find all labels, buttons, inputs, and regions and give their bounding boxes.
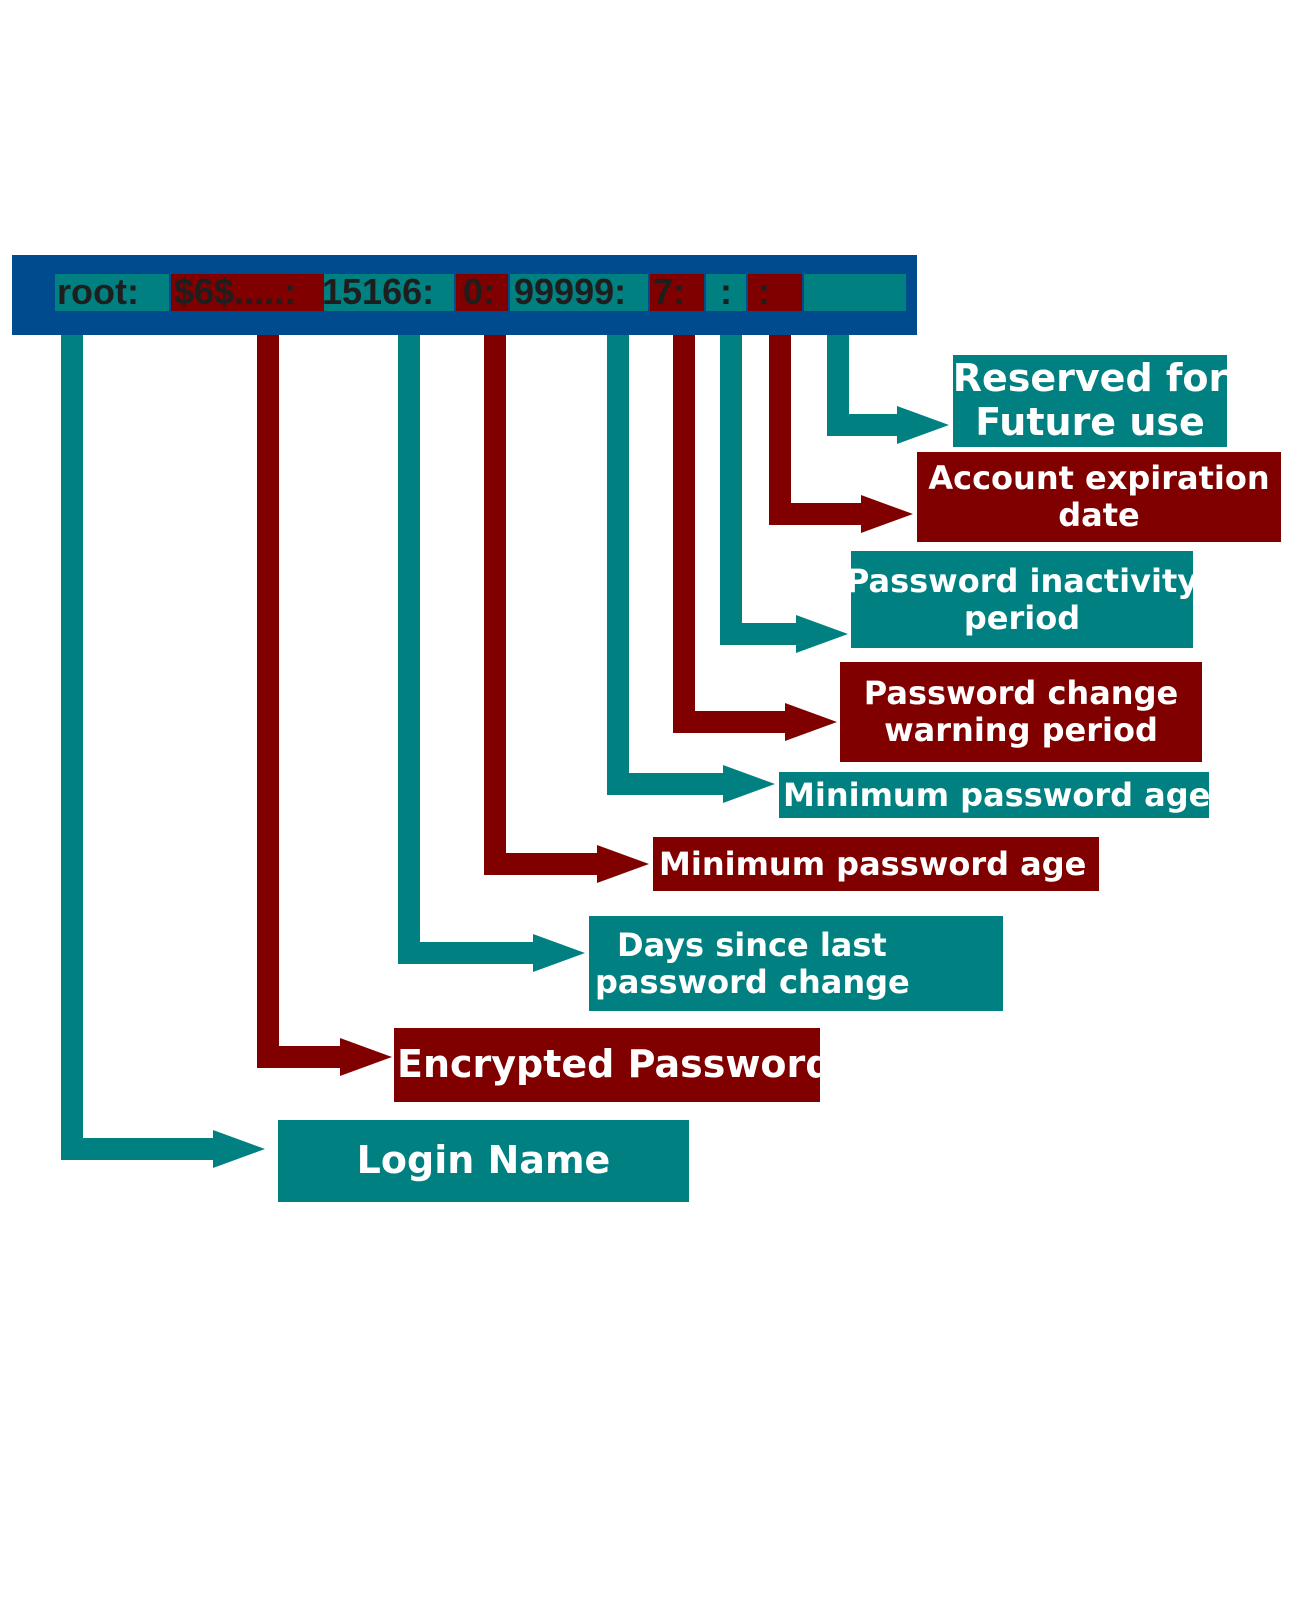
- connector-vertical-max_age: [607, 312, 629, 795]
- connector-horizontal-inactivity: [720, 623, 798, 645]
- connector-horizontal-warning: [673, 711, 787, 733]
- label-line: date: [1058, 496, 1140, 534]
- field-box-0: [55, 274, 169, 311]
- field-box-1: [171, 274, 324, 311]
- connector-horizontal-reserved: [827, 414, 899, 436]
- field-text-1: $6$.....:: [174, 271, 296, 312]
- label-line: Password change: [863, 674, 1179, 713]
- connector-vertical-warning: [673, 312, 695, 733]
- field-box-7: [748, 274, 802, 311]
- label-line: Future use: [975, 400, 1205, 444]
- connector-vertical-reserved: [827, 312, 849, 436]
- label-line: Reserved for: [953, 356, 1227, 401]
- label-line: Encrypted Password: [397, 1042, 820, 1087]
- arrowhead-max_age: [723, 765, 775, 803]
- field-text-5: 7:: [653, 271, 685, 312]
- label-reserved: Reserved for Future use: [953, 355, 1227, 447]
- field-box-4: [510, 274, 648, 311]
- arrowhead-inactivity: [796, 615, 848, 653]
- arrowhead-reserved: [897, 406, 949, 444]
- connector-vertical-min_age: [484, 312, 506, 875]
- label-account-expiration: Account expiration date: [917, 452, 1281, 542]
- field-text-3: 0:: [463, 271, 495, 312]
- connector-arrows: [61, 312, 949, 1168]
- field-box-3: [456, 274, 508, 311]
- connector-horizontal-min_age: [484, 853, 599, 875]
- field-text-4: 99999:: [514, 271, 626, 312]
- connector-horizontal-account_expiration: [769, 503, 863, 525]
- label-min-age: Minimum password age: [653, 837, 1099, 891]
- arrowhead-warning: [785, 703, 837, 741]
- field-box-5: [650, 274, 704, 311]
- label-line: period: [963, 598, 1081, 637]
- field-box-2: [324, 274, 454, 311]
- label-inactivity: Password inactivity period: [851, 551, 1193, 648]
- label-last-change: Days since last password change: [589, 916, 1003, 1011]
- field-text-0: root:: [57, 271, 139, 312]
- label-login: Login Name: [278, 1120, 689, 1202]
- field-box-8: [804, 274, 906, 311]
- field-text-7: :: [758, 271, 770, 312]
- label-line: Minimum password age: [783, 775, 1209, 814]
- connector-vertical-account_expiration: [769, 312, 791, 525]
- label-line: password change: [595, 962, 910, 1001]
- connector-vertical-last_change: [398, 312, 420, 964]
- arrowhead-min_age: [597, 845, 649, 883]
- field-box-6: [706, 274, 746, 311]
- label-encrypted: Encrypted Password: [394, 1028, 820, 1102]
- shadow-entry-fields: root: $6$.....: 15166: 0: 99999: 7:::: [55, 271, 906, 312]
- label-line: Account expiration: [928, 459, 1270, 498]
- arrowhead-login: [213, 1130, 265, 1168]
- arrowhead-account_expiration: [861, 495, 913, 533]
- connector-horizontal-max_age: [607, 773, 725, 795]
- arrowhead-encrypted: [340, 1038, 392, 1076]
- label-line: Minimum password age: [659, 844, 1087, 883]
- label-warning: Password change warning period: [840, 662, 1202, 762]
- connector-horizontal-login: [61, 1138, 215, 1160]
- label-max-age: Minimum password age: [779, 772, 1209, 818]
- field-text-6: :: [720, 271, 732, 312]
- arrowhead-last_change: [533, 934, 585, 972]
- label-line: Password inactivity: [851, 561, 1193, 600]
- connector-vertical-inactivity: [720, 312, 742, 645]
- connector-vertical-login: [61, 316, 83, 1160]
- field-text-2: 15166:: [322, 271, 434, 312]
- label-line: Login Name: [356, 1138, 611, 1183]
- label-line: Days since last: [617, 925, 887, 964]
- connector-vertical-encrypted: [257, 314, 279, 1068]
- label-line: warning period: [884, 711, 1158, 749]
- connector-horizontal-encrypted: [257, 1046, 342, 1068]
- connector-horizontal-last_change: [398, 942, 535, 964]
